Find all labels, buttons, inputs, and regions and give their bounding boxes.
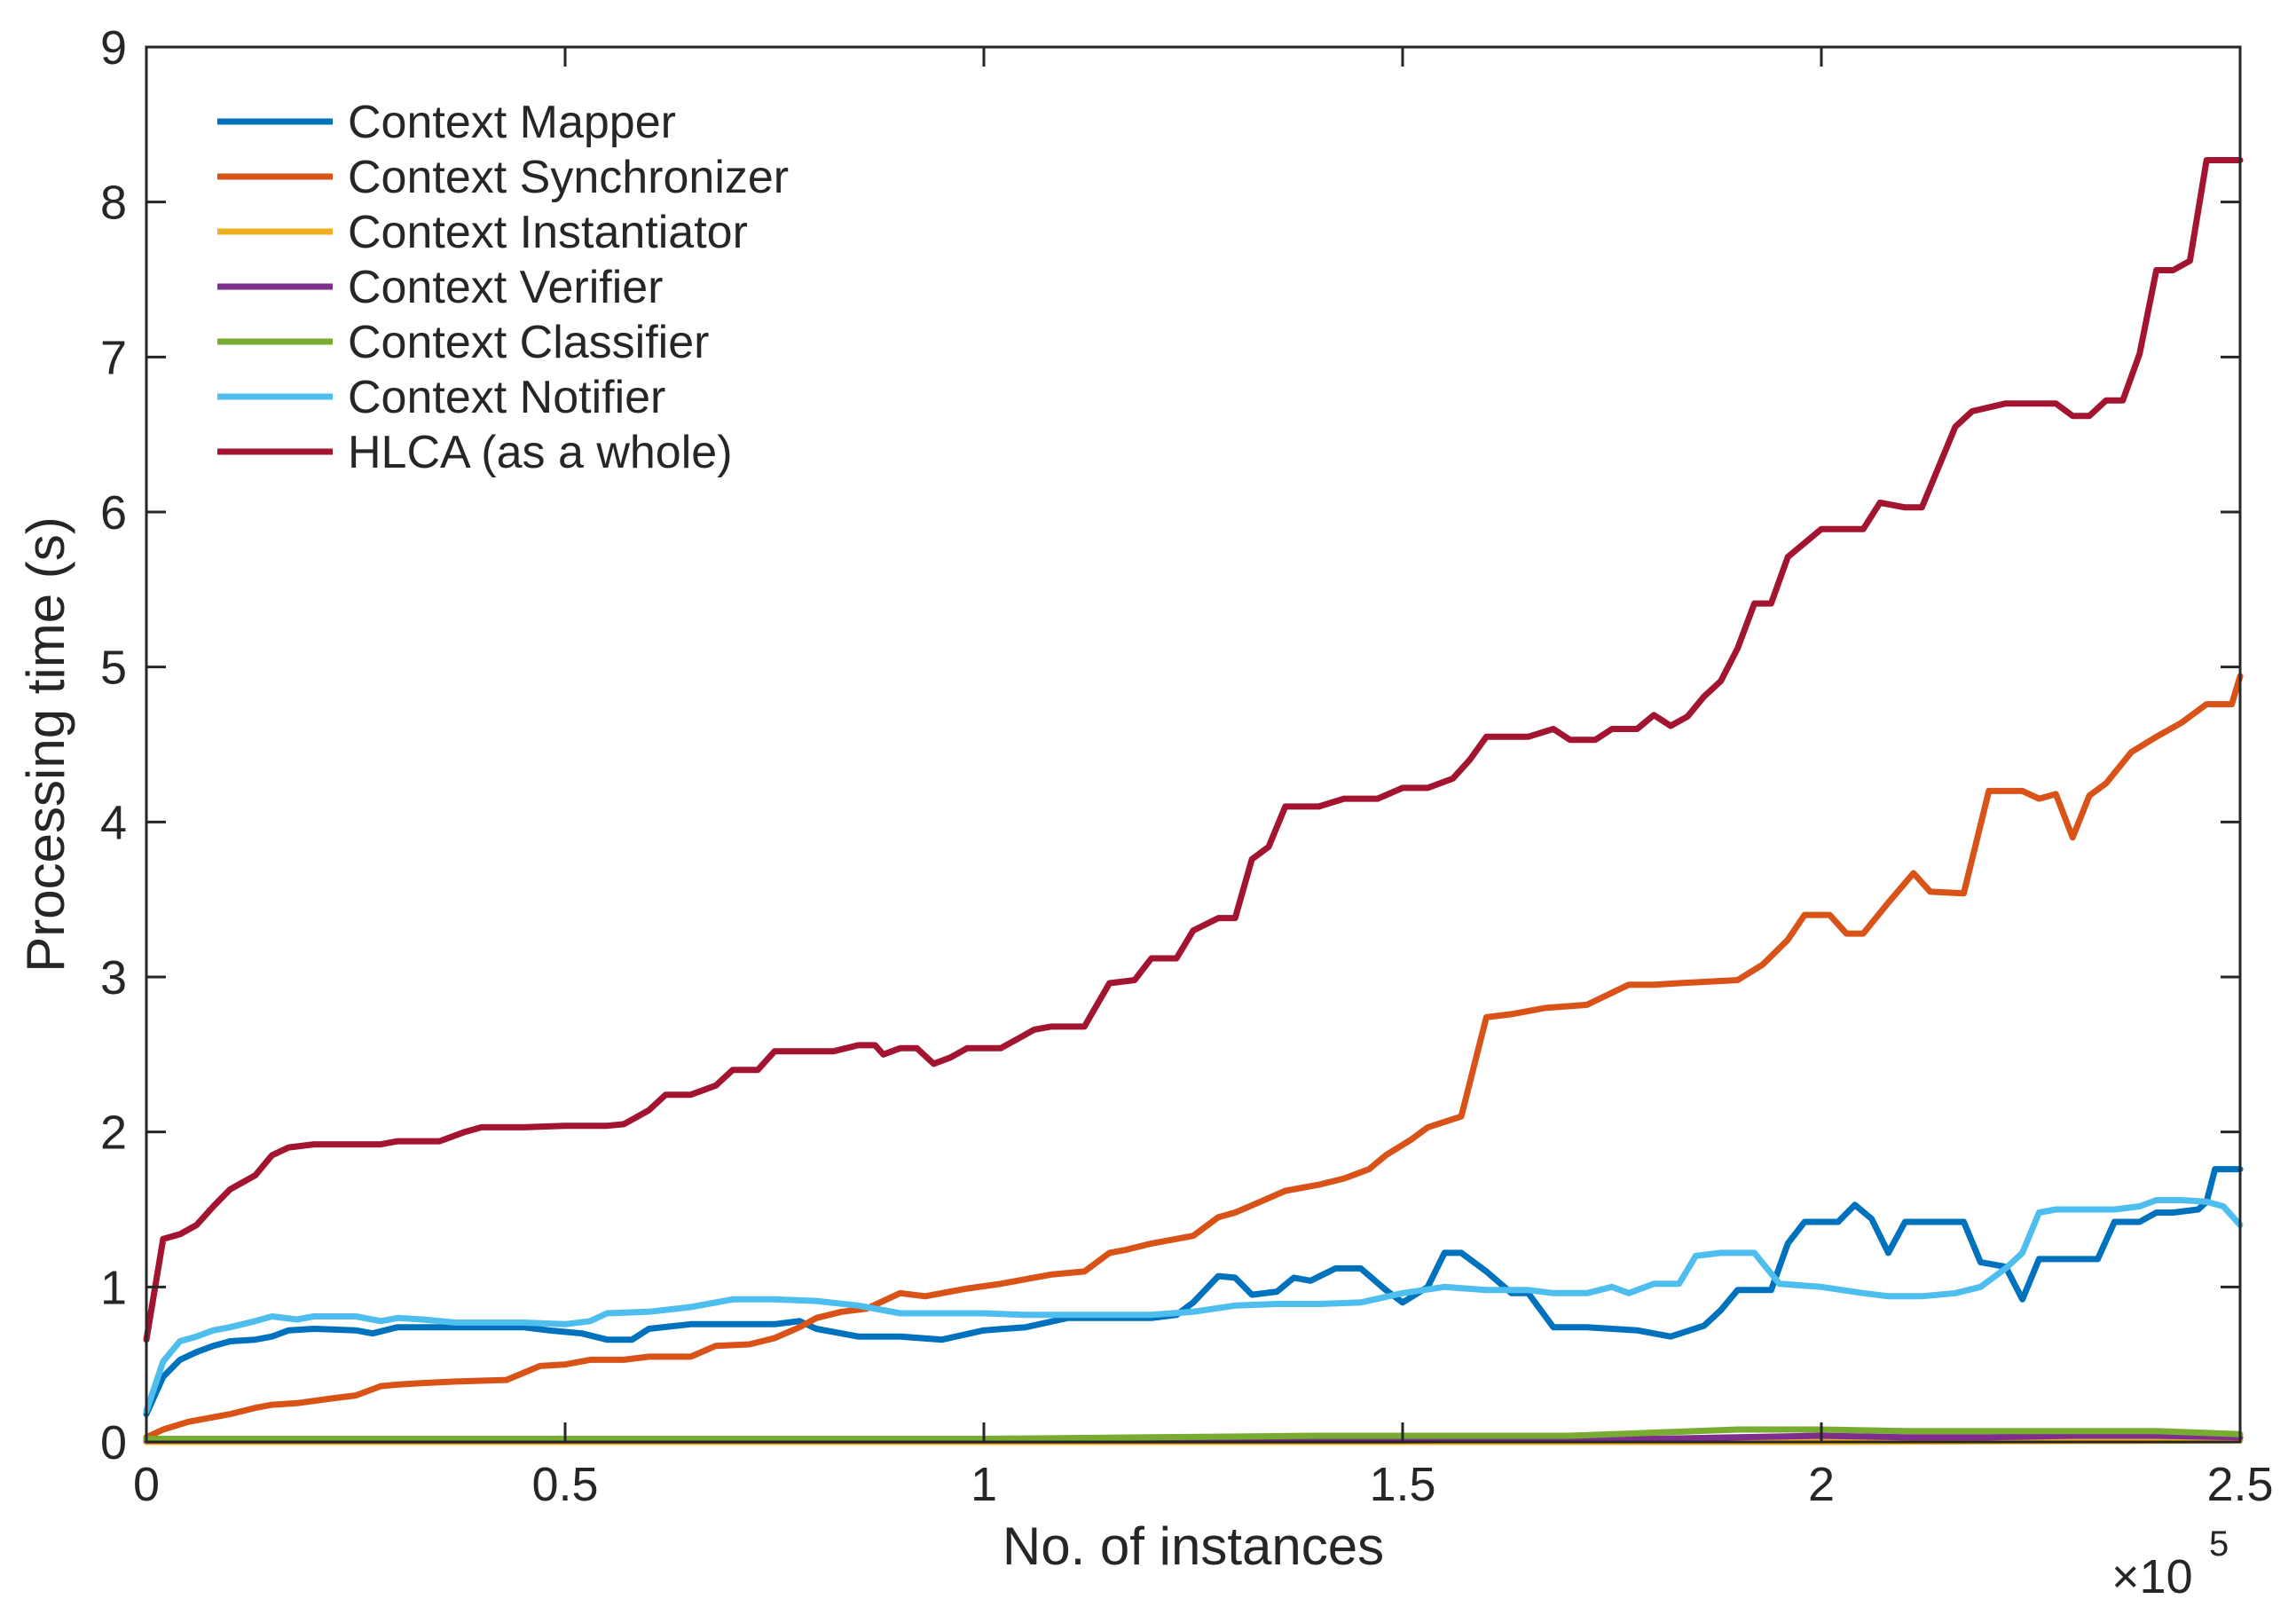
y-tick-label: 5 [100, 642, 127, 695]
y-tick-label: 2 [100, 1107, 127, 1160]
legend-label-0: Context Mapper [348, 97, 676, 148]
y-tick-label: 9 [100, 21, 127, 75]
series-line-1 [143, 673, 2244, 1441]
x-tick-label: 2.5 [2206, 1458, 2273, 1511]
legend-label-4: Context Classifier [348, 317, 709, 368]
series-line-5 [143, 1197, 2244, 1414]
x-tick-label: 0.5 [531, 1458, 598, 1511]
y-tick-label: 3 [100, 951, 127, 1004]
x-tick-label: 1.5 [1369, 1458, 1435, 1511]
x-axis-exponent: ×10 5 [2111, 1524, 2229, 1603]
x-tick-label: 1 [971, 1458, 997, 1511]
legend-label-5: Context Notifier [348, 372, 665, 423]
x-tick-label: 0 [133, 1458, 160, 1511]
y-tick-label: 4 [100, 796, 127, 849]
y-axis: 0 1 2 3 4 5 6 7 8 9 [100, 21, 2240, 1469]
y-tick-label: 8 [100, 177, 127, 230]
plot-area-background [146, 47, 2240, 1442]
y-tick-label: 6 [100, 486, 127, 540]
series-line-0 [143, 1166, 2244, 1418]
legend-label-2: Context Instantiator [348, 207, 748, 258]
y-axis-label: Processing time (s) [16, 516, 75, 972]
y-tick-label: 1 [100, 1261, 127, 1314]
legend-label-6: HLCA (as a whole) [348, 427, 733, 478]
x-exponent-base: ×10 [2111, 1550, 2193, 1603]
series-line-4 [143, 1426, 2244, 1442]
y-tick-label: 7 [100, 331, 127, 384]
plot-area-frame [145, 45, 2242, 1444]
x-tick-label: 2 [1808, 1458, 1835, 1511]
y-tick-label: 0 [100, 1416, 127, 1469]
legend-label-1: Context Synchronizer [348, 152, 789, 203]
legend-label-3: Context Verifier [348, 262, 664, 313]
series-line-6 [143, 157, 2244, 1343]
x-axis: 0 0.5 1 1.5 2 2.5 [133, 47, 2274, 1511]
x-exponent-power: 5 [2209, 1524, 2229, 1564]
x-axis-label: No. of instances [1003, 1516, 1384, 1576]
